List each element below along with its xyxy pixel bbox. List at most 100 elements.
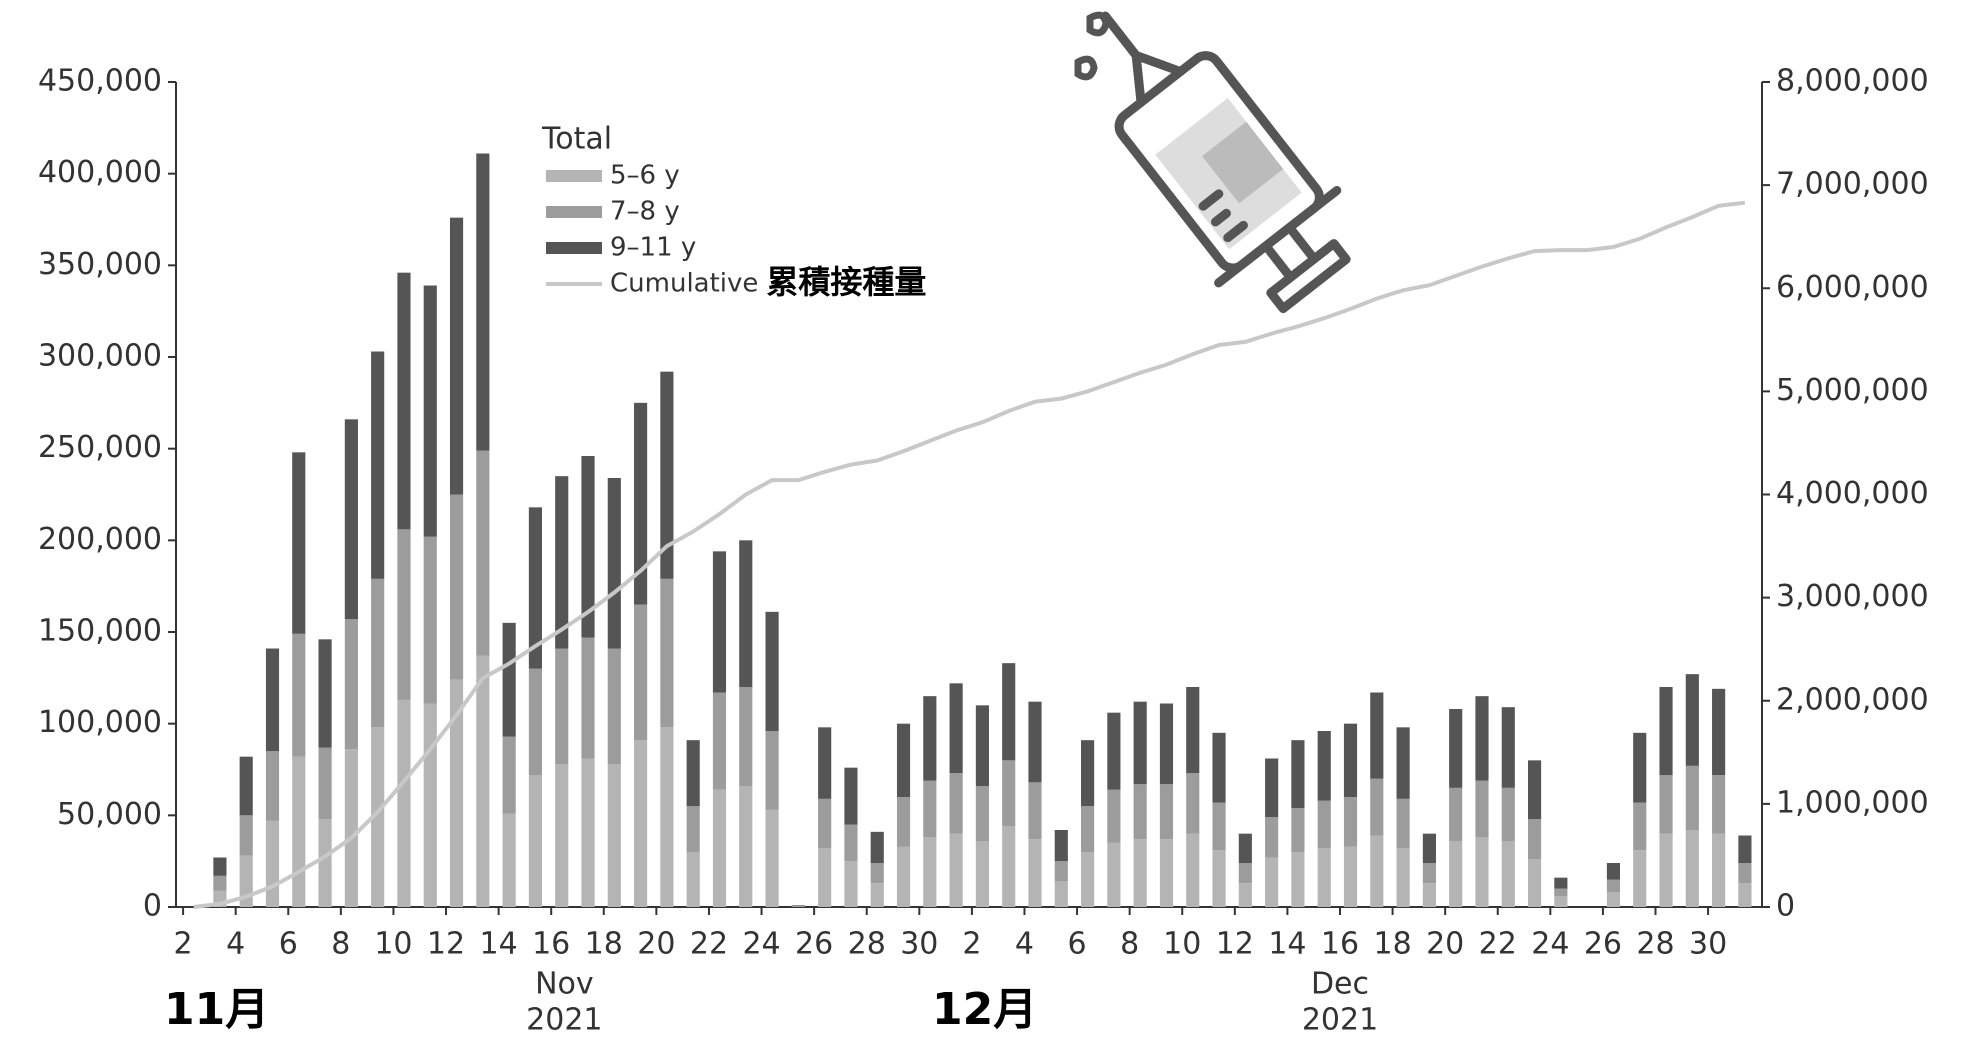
bar-segment xyxy=(1343,723,1358,797)
y2-tick-label: 6,000,000 xyxy=(1776,270,1929,305)
drop xyxy=(1074,11,1110,81)
bar-segment xyxy=(318,819,332,907)
bar-segment xyxy=(1028,782,1042,840)
x-tick-label: 10 xyxy=(374,927,412,962)
legend-label: 9–11 y xyxy=(610,233,696,263)
bar-segment xyxy=(423,703,437,907)
bar-segment xyxy=(844,861,858,907)
bar-segment xyxy=(476,153,490,451)
bar-segment xyxy=(1633,802,1647,851)
x-group-year: 2021 xyxy=(526,1003,602,1037)
x-tick-label: 12 xyxy=(427,927,465,962)
bar-segment xyxy=(1317,848,1331,907)
bar-segment xyxy=(712,551,727,693)
bar-segment xyxy=(870,831,884,863)
y-tick-label: 250,000 xyxy=(38,430,162,465)
bar-segment xyxy=(896,846,911,907)
y-tick-label: 400,000 xyxy=(38,155,162,190)
x-tick-label: 6 xyxy=(1068,927,1087,962)
bar-segment xyxy=(449,217,464,495)
bar-segment xyxy=(1081,740,1095,807)
legend-swatch xyxy=(546,242,602,254)
bar-segment xyxy=(1738,883,1752,907)
x-tick-label: 6 xyxy=(279,927,298,962)
legend-swatch xyxy=(546,170,602,182)
bar-segment xyxy=(292,756,306,907)
bar-segment xyxy=(1002,663,1016,761)
bar-segment xyxy=(844,824,858,862)
bar-segment xyxy=(1659,687,1673,775)
bar-segment xyxy=(896,797,911,847)
bar-segment xyxy=(265,751,280,821)
annotation: 累積接種量 xyxy=(766,263,926,301)
bar-segment xyxy=(1738,835,1752,863)
bar-segment xyxy=(1212,850,1226,907)
bar-segment xyxy=(1501,787,1515,841)
bar-segment xyxy=(1370,835,1384,907)
y2-tick-label: 0 xyxy=(1776,889,1795,924)
bar-segment xyxy=(1396,727,1410,799)
bar-segment xyxy=(1554,896,1568,907)
x-tick-label: 22 xyxy=(1479,927,1517,962)
bar-segment xyxy=(344,619,358,750)
bar-segment xyxy=(581,637,595,759)
bar-segment xyxy=(1054,830,1068,862)
x-tick-label: 20 xyxy=(1426,927,1464,962)
bar-segment xyxy=(1475,837,1489,907)
y2-tick-label: 3,000,000 xyxy=(1776,579,1929,614)
bar-segment xyxy=(634,740,648,907)
bar-segment xyxy=(791,905,805,907)
plot-area: 0 50,000 100,000 150,000 200,000 250,000 300,0… xyxy=(38,64,1929,1037)
bar-segment xyxy=(371,727,385,907)
bar-segment xyxy=(476,450,490,656)
bar-segment xyxy=(1554,888,1568,896)
bar-segment xyxy=(1633,732,1647,803)
bar-segment xyxy=(1738,863,1752,884)
bar-segment xyxy=(1238,863,1252,884)
bar-segment xyxy=(1396,848,1410,907)
bar-segment xyxy=(1054,881,1068,907)
bar-segment xyxy=(1081,806,1095,852)
x-tick-label: 30 xyxy=(900,927,938,962)
bar-segment xyxy=(265,820,280,907)
x-tick-label: 14 xyxy=(480,927,518,962)
bar-segment xyxy=(318,639,332,748)
bar-segment xyxy=(923,696,937,781)
bar-segment xyxy=(476,655,490,907)
bar-segment xyxy=(1133,784,1147,840)
bar-segment xyxy=(818,727,832,799)
bar-segment xyxy=(213,875,227,891)
bar-segment xyxy=(1712,688,1726,775)
bar-segment xyxy=(607,478,621,649)
bar-segment xyxy=(1317,731,1331,801)
x-group-month: Nov xyxy=(535,967,594,1002)
bar-segment xyxy=(1659,775,1673,834)
bar-segment xyxy=(844,767,858,825)
bar-segment xyxy=(923,780,937,838)
bar-segment xyxy=(1107,842,1121,907)
bar-segment xyxy=(1238,883,1252,907)
bar-segment xyxy=(739,540,753,687)
bar-segment xyxy=(949,833,963,907)
bar-segment xyxy=(949,683,963,774)
y2-tick-label: 2,000,000 xyxy=(1776,682,1929,717)
y2-tick-label: 1,000,000 xyxy=(1776,785,1929,820)
bar-segment xyxy=(1133,839,1147,907)
x-tick-label: 4 xyxy=(1015,927,1034,962)
x-tick-label: 18 xyxy=(1373,927,1411,962)
bar-segment xyxy=(1212,802,1226,851)
bar-segment xyxy=(423,285,437,537)
bar-segment xyxy=(686,806,700,852)
bar-segment xyxy=(1028,839,1042,907)
x-tick-label: 8 xyxy=(1120,927,1139,962)
bar-segment xyxy=(1159,839,1174,907)
bar-segment xyxy=(1291,740,1305,808)
bar-segment xyxy=(555,648,569,764)
bar-segment xyxy=(1685,765,1699,830)
bar-segment xyxy=(634,604,648,741)
bar-segment xyxy=(1475,696,1489,781)
y-tick-label: 0 xyxy=(143,889,162,924)
x-tick-label: 24 xyxy=(1531,927,1569,962)
bar-segment xyxy=(818,848,832,907)
